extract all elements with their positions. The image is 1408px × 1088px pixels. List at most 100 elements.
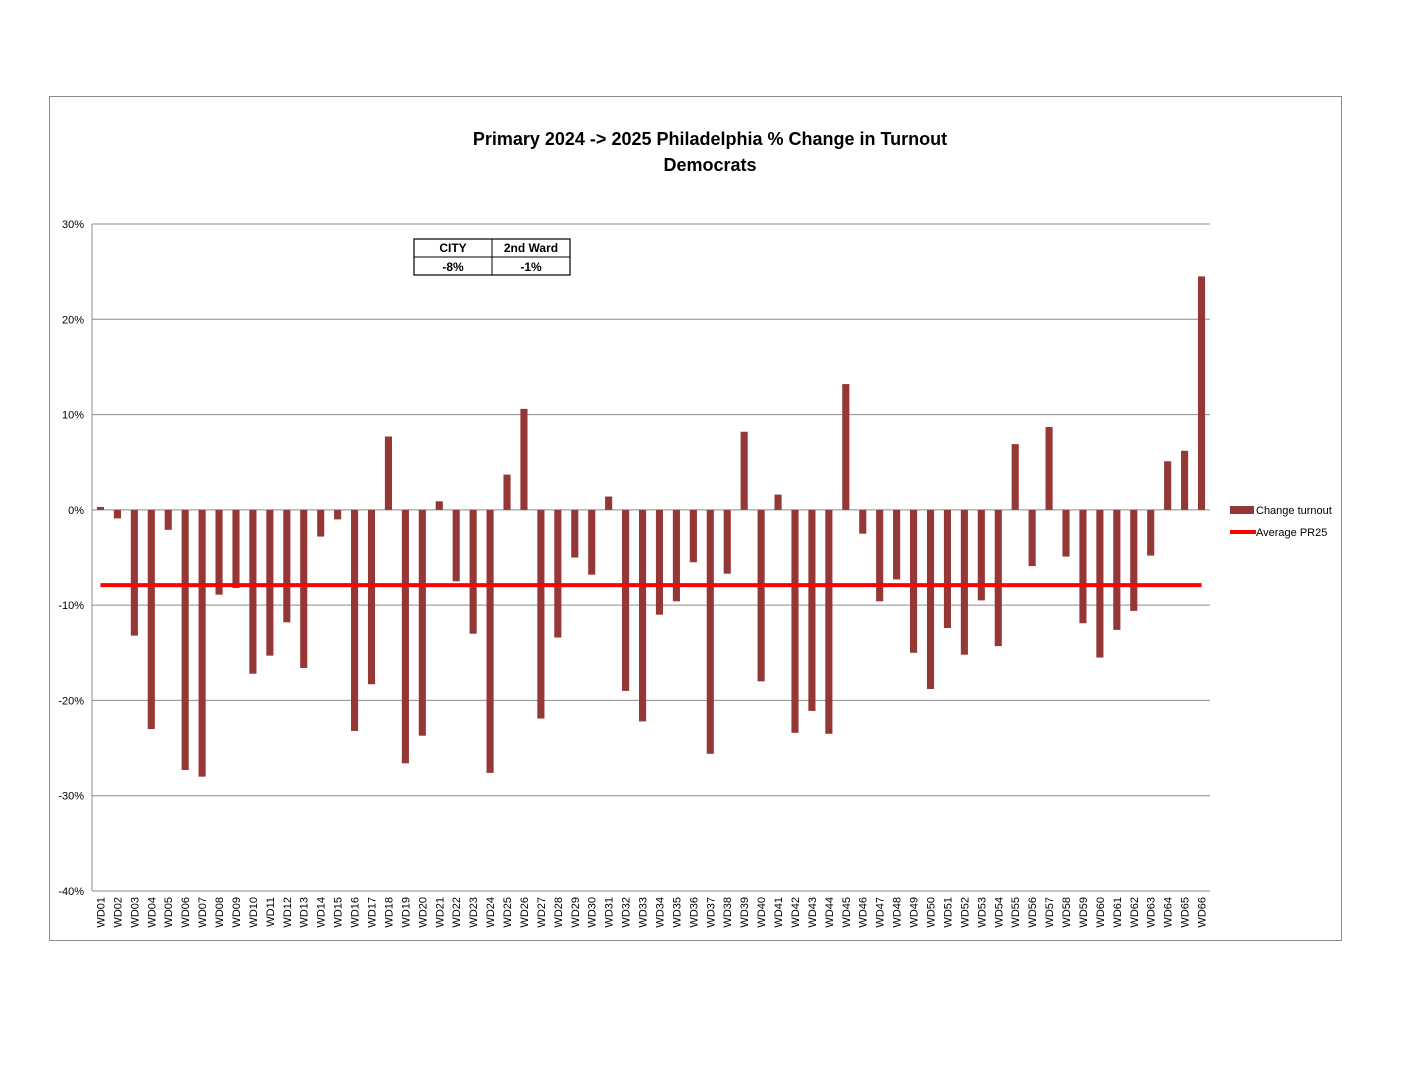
bar-wd65 bbox=[1181, 450, 1189, 510]
summary-table-header-city: CITY bbox=[439, 241, 466, 255]
x-tick-label: WD35 bbox=[671, 897, 683, 928]
x-tick-label: WD13 bbox=[299, 897, 311, 928]
x-tick-label: WD12 bbox=[282, 897, 294, 928]
x-tick-label: WD61 bbox=[1112, 897, 1124, 928]
x-tick-label: WD14 bbox=[316, 897, 328, 928]
legend-label-change-turnout: Change turnout bbox=[1256, 505, 1332, 517]
summary-table-header-ward: 2nd Ward bbox=[504, 241, 558, 255]
bar-wd59 bbox=[1079, 509, 1087, 624]
bar-wd32 bbox=[622, 509, 630, 691]
bar-wd27 bbox=[537, 509, 545, 719]
x-tick-label: WD64 bbox=[1163, 897, 1175, 928]
bar-wd07 bbox=[198, 509, 206, 777]
x-tick-label: WD24 bbox=[485, 897, 497, 928]
summary-table-value-ward: -1% bbox=[520, 260, 542, 274]
bar-wd58 bbox=[1062, 509, 1070, 557]
bar-wd47 bbox=[876, 509, 884, 602]
bar-wd20 bbox=[418, 509, 426, 736]
x-tick-label: WD55 bbox=[1010, 897, 1022, 928]
x-tick-label: WD32 bbox=[621, 897, 633, 928]
bar-wd63 bbox=[1147, 509, 1155, 556]
x-tick-label: WD58 bbox=[1061, 897, 1073, 928]
bar-wd34 bbox=[655, 509, 664, 615]
x-tick-label: WD53 bbox=[976, 897, 988, 928]
bar-wd39 bbox=[740, 431, 748, 510]
x-tick-label: WD22 bbox=[451, 897, 463, 928]
bar-wd38 bbox=[723, 509, 731, 574]
bar-wd57 bbox=[1045, 426, 1053, 510]
x-tick-label: WD46 bbox=[858, 897, 870, 928]
x-axis-ticks: WD01 WD02 WD03 WD04 WD05 WD06 WD07 WD08 WD09 WD10… bbox=[95, 897, 1208, 928]
bar-wd26 bbox=[520, 408, 528, 510]
x-tick-label: WD03 bbox=[129, 897, 141, 928]
x-tick-label: WD54 bbox=[993, 897, 1005, 928]
x-tick-label: WD42 bbox=[790, 897, 802, 928]
bar-wd08 bbox=[215, 509, 223, 595]
x-tick-label: WD10 bbox=[248, 897, 260, 928]
bar-wd53 bbox=[977, 509, 985, 601]
y-tick-label: 20% bbox=[62, 314, 84, 326]
bar-wd04 bbox=[147, 509, 155, 730]
bar-wd42 bbox=[791, 509, 799, 733]
x-tick-label: WD49 bbox=[909, 897, 921, 928]
bar-wd51 bbox=[943, 509, 951, 629]
bar-wd14 bbox=[317, 509, 325, 537]
y-tick-label: -10% bbox=[58, 600, 84, 612]
x-tick-label: WD07 bbox=[197, 897, 209, 928]
bar-wd01 bbox=[96, 506, 105, 510]
x-tick-label: WD29 bbox=[570, 897, 582, 928]
bar-wd55 bbox=[1011, 444, 1019, 510]
x-tick-label: WD57 bbox=[1044, 897, 1056, 928]
bar-wd29 bbox=[571, 509, 579, 558]
bar-wd03 bbox=[130, 509, 138, 636]
bar-wd64 bbox=[1164, 461, 1172, 510]
x-tick-label: WD50 bbox=[926, 897, 938, 928]
x-tick-label: WD21 bbox=[434, 897, 446, 928]
bar-wd13 bbox=[300, 509, 308, 669]
bars bbox=[96, 276, 1206, 777]
x-tick-label: WD36 bbox=[688, 897, 700, 928]
x-tick-label: WD18 bbox=[383, 897, 395, 928]
x-tick-label: WD08 bbox=[214, 897, 226, 928]
legend-label-average: Average PR25 bbox=[1256, 527, 1327, 539]
bar-wd23 bbox=[469, 509, 477, 634]
x-tick-label: WD01 bbox=[95, 897, 107, 928]
bar-wd45 bbox=[842, 384, 850, 510]
bar-wd28 bbox=[554, 509, 562, 638]
x-tick-label: WD39 bbox=[739, 897, 751, 928]
x-tick-label: WD52 bbox=[959, 897, 971, 928]
y-tick-label: 30% bbox=[62, 219, 84, 231]
bar-wd12 bbox=[283, 509, 291, 623]
x-tick-label: WD31 bbox=[604, 897, 616, 928]
bar-wd41 bbox=[774, 494, 782, 510]
y-tick-label: -30% bbox=[58, 791, 84, 803]
bar-wd17 bbox=[367, 509, 376, 685]
x-tick-label: WD16 bbox=[350, 897, 362, 928]
bar-wd21 bbox=[435, 501, 443, 510]
x-tick-label: WD11 bbox=[265, 897, 277, 927]
x-tick-label: WD44 bbox=[824, 897, 836, 928]
x-tick-label: WD63 bbox=[1146, 897, 1158, 928]
x-tick-label: WD27 bbox=[536, 897, 548, 928]
bar-wd50 bbox=[926, 509, 935, 689]
summary-table-value-city: -8% bbox=[442, 260, 464, 274]
chart-title-line-1: Primary 2024 -> 2025 Philadelphia % Chan… bbox=[473, 129, 947, 149]
x-tick-label: WD09 bbox=[231, 897, 243, 928]
bar-wd15 bbox=[334, 509, 342, 520]
x-tick-label: WD02 bbox=[112, 897, 124, 928]
bar-wd40 bbox=[757, 509, 765, 682]
x-tick-label: WD60 bbox=[1095, 897, 1107, 928]
bar-wd09 bbox=[232, 509, 240, 588]
bar-wd10 bbox=[249, 509, 257, 674]
bar-wd66 bbox=[1197, 276, 1206, 510]
bar-wd48 bbox=[893, 509, 901, 580]
bar-wd02 bbox=[113, 509, 121, 519]
y-tick-label: 0% bbox=[68, 505, 84, 517]
bar-wd52 bbox=[960, 509, 968, 655]
x-tick-label: WD41 bbox=[773, 897, 785, 928]
x-tick-label: WD51 bbox=[942, 897, 954, 928]
bar-wd62 bbox=[1130, 509, 1138, 611]
bar-wd11 bbox=[266, 509, 274, 656]
bar-wd43 bbox=[808, 509, 816, 711]
x-tick-label: WD56 bbox=[1027, 897, 1039, 928]
